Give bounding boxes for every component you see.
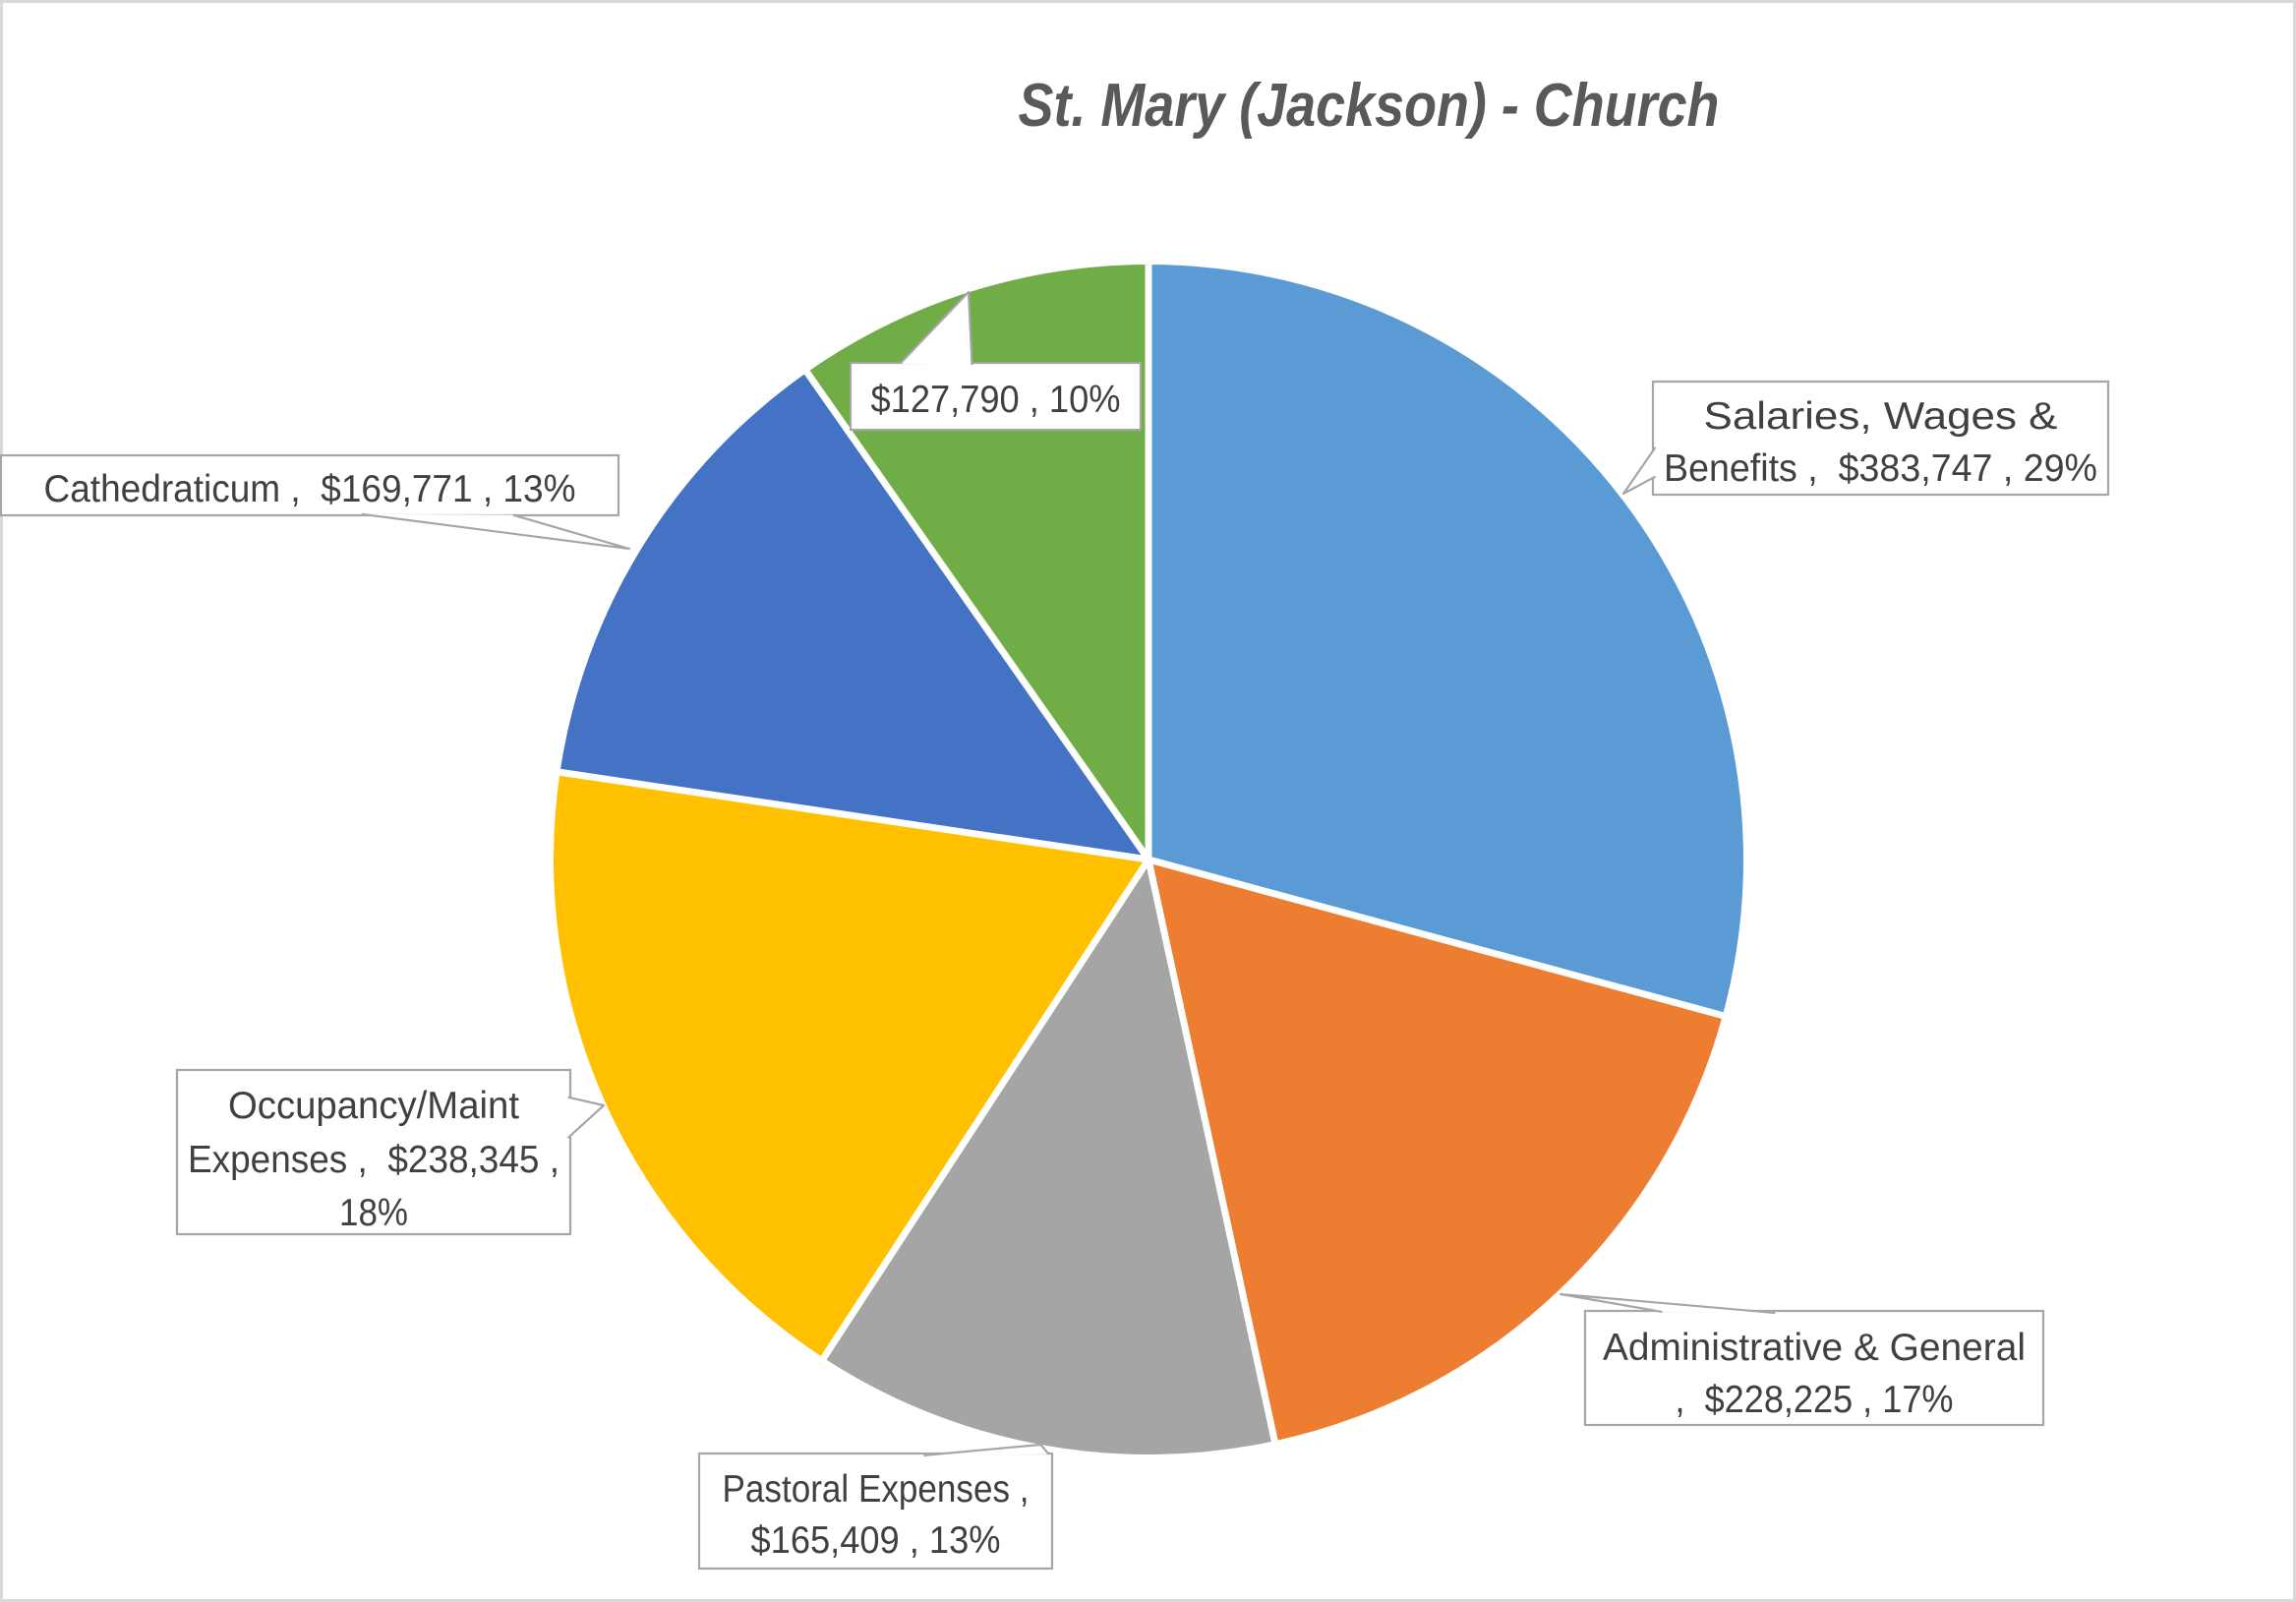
svg-text:Pastoral Expenses ,: Pastoral Expenses , — [723, 1468, 1030, 1511]
svg-text:Occupancy/Maint: Occupancy/Maint — [228, 1085, 519, 1127]
svg-text:Benefits , $383,747 , 29%: Benefits , $383,747 , 29% — [1664, 447, 2097, 490]
svg-text:$165,409 , 13%: $165,409 , 13% — [751, 1519, 1001, 1562]
svg-text:Expenses , $238,345 ,: Expenses , $238,345 , — [188, 1139, 559, 1181]
svg-text:18%: 18% — [339, 1192, 408, 1234]
svg-text:, $228,225 , 17%: , $228,225 , 17% — [1676, 1379, 1954, 1421]
svg-text:St. Mary (Jackson) - Church: St. Mary (Jackson) - Church — [1019, 72, 1720, 140]
svg-text:Salaries, Wages &: Salaries, Wages & — [1704, 395, 2058, 438]
svg-text:Administrative & General: Administrative & General — [1603, 1327, 2026, 1369]
svg-text:Cathedraticum , $169,771 , 13: Cathedraticum , $169,771 , 13% — [44, 468, 576, 510]
svg-text:$127,790 , 10%: $127,790 , 10% — [871, 379, 1121, 421]
